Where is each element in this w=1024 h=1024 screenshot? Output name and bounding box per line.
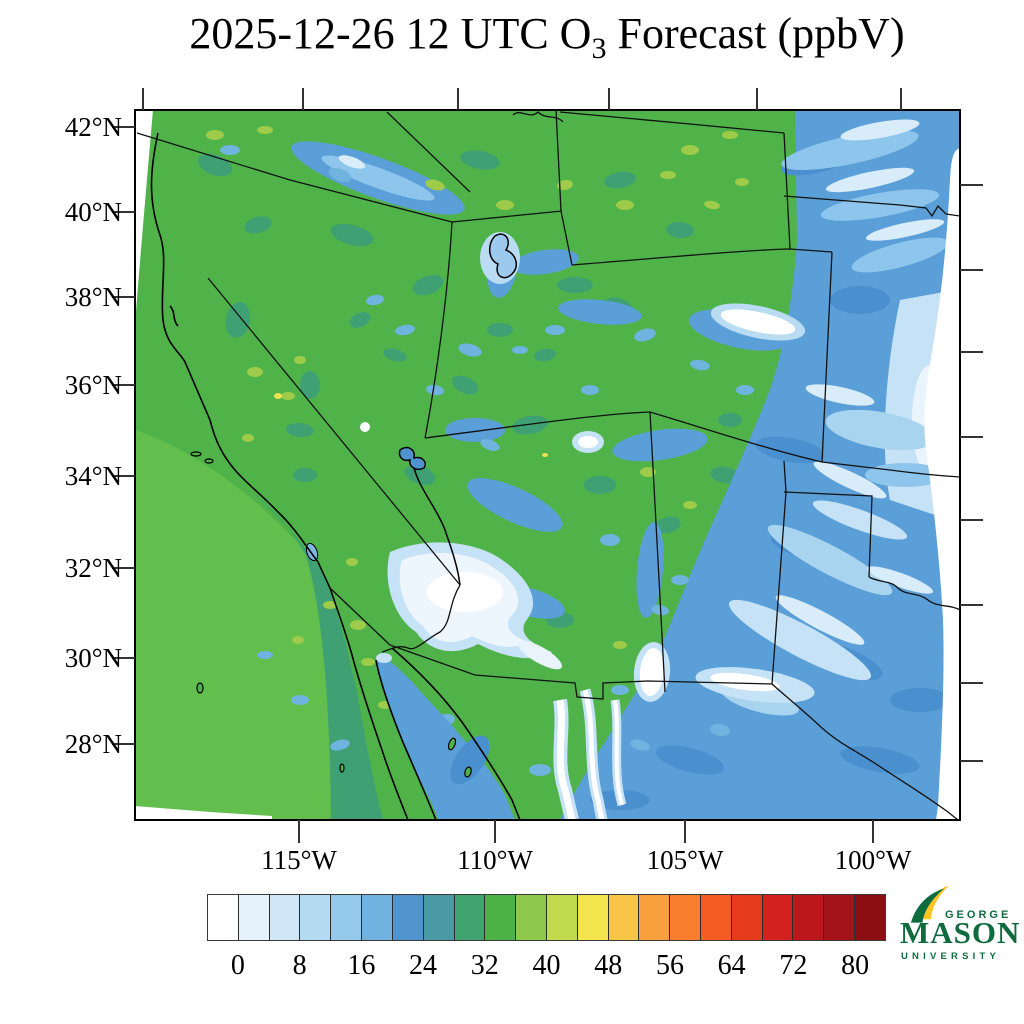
colorbar-cell [855,895,885,940]
colorbar-cell [701,895,732,940]
colorbar-cell [577,895,609,940]
colorbar-tick-label: 48 [594,950,623,981]
right-axis-ticks [960,184,983,762]
colorbar-cell [454,895,486,940]
top-axis-ticks [142,88,902,110]
lake-mead [398,446,426,471]
lon-axis-label: 100°W [834,845,912,875]
great-salt-lake [489,233,517,279]
colorbar-cell [608,895,640,940]
lon-axis-label: 105°W [646,845,724,875]
pacific-offshore-region [135,430,331,820]
gmu-leaf-icon [910,885,950,923]
title-suffix: Forecast (ppbV) [606,9,905,58]
colorbar-cell [485,895,517,940]
colorbar-cell [639,895,671,940]
colorbar-cell [731,895,763,940]
colorbar-tick-label: 16 [347,950,376,981]
colorbar-cell [516,895,547,940]
lon-axis-label: 110°W [457,845,533,875]
colorbar-cell [208,895,239,940]
colorbar-tick-label: 8 [292,950,307,981]
colorbar-tick-label: 64 [717,950,746,981]
gmu-logo-line1: GEORGE [945,909,1012,921]
salton-sea [305,542,319,562]
lat-axis-label: 34°N [64,461,122,491]
coastal-teal-band [252,492,383,820]
colorbar-cell [300,895,332,940]
colorbar-cell [793,895,825,940]
figure-title: 2025-12-26 12 UTC O3 Forecast (ppbV) [47,8,1024,63]
colorbar-tick-label: 72 [779,950,808,981]
pale-blue-streaks [720,119,945,701]
colorbar-cell [331,895,363,940]
map-frame [134,109,961,821]
colorado-river [413,467,461,586]
colorbar-tick-label: 80 [841,950,870,981]
islands [190,451,472,778]
colorbar-cell [546,895,578,940]
colorbar-cell [269,895,301,940]
colorbar-tick-label: 24 [409,950,438,981]
lat-axis-label: 32°N [64,553,122,583]
lat-axis-label: 36°N [64,370,122,400]
colorbar: 0 8 16 24 32 40 48 56 64 72 80 [207,894,886,981]
state-borders [136,110,960,820]
yellow-green-speckles [206,126,749,709]
colorbar-cell [392,895,424,940]
colorbar-cell [423,895,455,940]
title-prefix: 2025-12-26 12 UTC O [189,9,592,58]
gmu-logo: GEORGE MASON UNIVERSITY [888,885,1022,968]
yellow-dots [274,393,548,457]
gmu-logo-line2: MASON [900,915,1021,950]
lat-axis-label: 38°N [64,282,122,312]
colorbar-cell [362,895,393,940]
lon-axis-label: 115°W [261,845,337,875]
colorbar-cell [238,895,270,940]
ozone-concentration-field [135,110,960,820]
colorbar-tick-label: 40 [532,950,561,981]
lat-axis-label: 30°N [64,643,122,673]
lat-axis-label: 42°N [64,112,122,142]
colorbar-tick-label: 0 [230,950,245,981]
colorbar-cell [762,895,794,940]
no-data-region [135,110,960,820]
left-axis-ticks [112,126,135,745]
title-subscript: 3 [591,31,607,65]
bottom-axis-ticks [298,820,874,843]
colorbar-cells [207,894,886,941]
colorbar-tick-label: 56 [655,950,684,981]
gmu-logo-line3: UNIVERSITY [901,951,1001,962]
colorbar-cell [670,895,701,940]
colorbar-tick-label: 32 [470,950,499,981]
coastline [150,132,521,820]
colorbar-cell [824,895,856,940]
snake-river-plain [291,141,465,215]
lat-axis-label: 28°N [64,729,122,759]
lat-axis-label: 40°N [64,197,122,227]
